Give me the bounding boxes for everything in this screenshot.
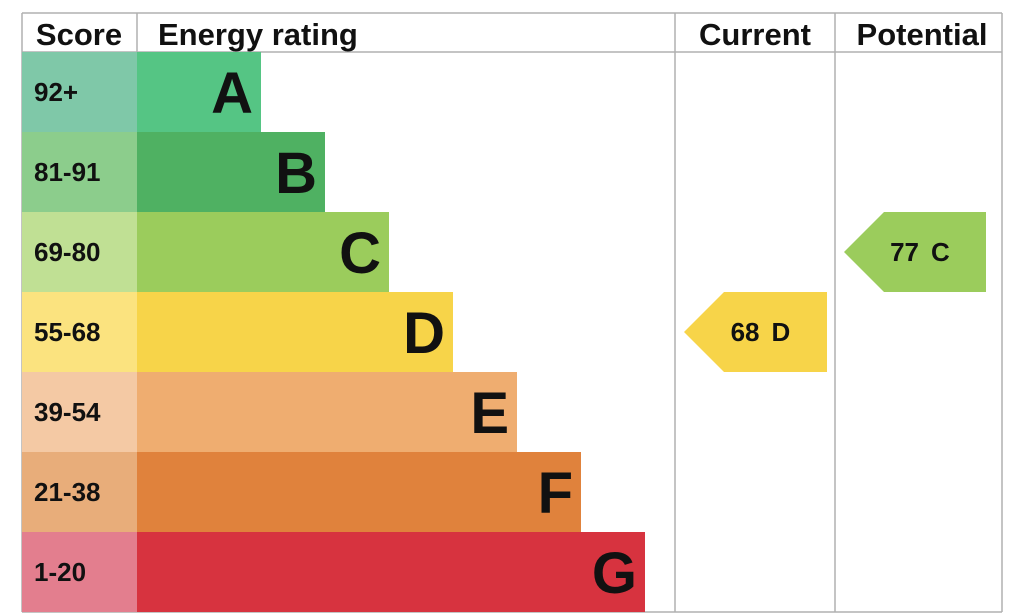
header-potential: Potential (857, 17, 988, 52)
score-label-b: 81-91 (34, 157, 101, 187)
potential-arrow (844, 212, 986, 292)
rating-bar-a (137, 52, 261, 132)
score-label-c: 69-80 (34, 237, 101, 267)
rating-letter-c: C (339, 221, 381, 286)
rating-bar-e (137, 372, 517, 452)
current-letter: D (772, 317, 791, 347)
score-cell-g (22, 532, 137, 612)
rating-letter-f: F (538, 461, 573, 526)
score-label-e: 39-54 (34, 397, 101, 427)
score-label-f: 21-38 (34, 477, 101, 507)
rating-bar-g (137, 532, 645, 612)
rating-letter-g: G (592, 541, 637, 606)
rating-bar-b (137, 132, 325, 212)
score-cell-d (22, 292, 137, 372)
header-energy-rating: Energy rating (158, 17, 358, 52)
score-cell-a (22, 52, 137, 132)
potential-value: 77 (890, 237, 919, 267)
rating-bar-f (137, 452, 581, 532)
rating-bar-d (137, 292, 453, 372)
rating-bands: 92+ A 81-91 B 69-80 C 55-68 D 39-54 E 21-38 F 1-20 G (22, 52, 645, 612)
score-cell-f (22, 452, 137, 532)
header-score: Score (36, 17, 122, 52)
rating-letter-a: A (211, 61, 253, 126)
score-cell-b (22, 132, 137, 212)
rating-letter-d: D (403, 301, 445, 366)
score-label-g: 1-20 (34, 557, 86, 587)
score-label-d: 55-68 (34, 317, 101, 347)
rating-bar-c (137, 212, 389, 292)
score-label-a: 92+ (34, 77, 78, 107)
rating-letter-b: B (275, 141, 317, 206)
score-cell-c (22, 212, 137, 292)
score-cell-e (22, 372, 137, 452)
current-arrow (684, 292, 827, 372)
potential-letter: C (931, 237, 950, 267)
header-current: Current (699, 17, 811, 52)
rating-arrows: 68 D 77 C (684, 212, 986, 372)
current-value: 68 (731, 317, 760, 347)
rating-letter-e: E (470, 381, 509, 446)
